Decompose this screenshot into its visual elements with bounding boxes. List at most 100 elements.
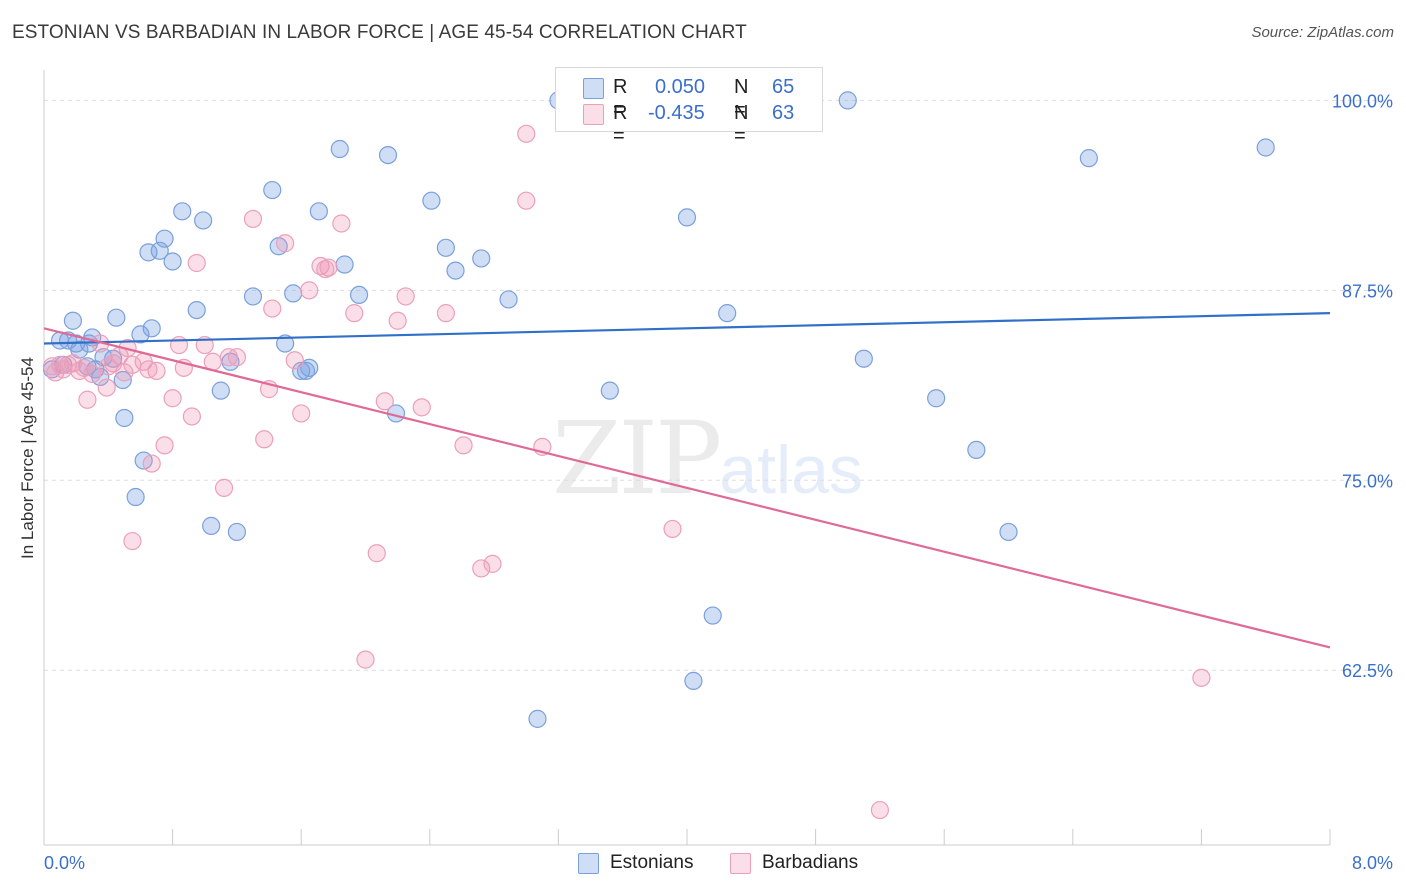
estonian-point [94, 348, 113, 367]
barbadian-point [243, 209, 263, 229]
barbadian-point [139, 360, 158, 379]
barbadian-point [356, 650, 375, 669]
barbadian-point [454, 436, 473, 455]
estonian-point [115, 408, 134, 428]
estonian-point [677, 208, 697, 227]
estonian-point [126, 487, 145, 507]
estonian-point [202, 516, 221, 535]
barbadian-point [163, 389, 182, 408]
estonian-point [155, 229, 174, 248]
barbadian-point [227, 348, 246, 367]
barbadian-point [78, 390, 97, 409]
barbadian-point [263, 299, 282, 318]
barbadian-point [345, 304, 364, 323]
barbadian-point [63, 354, 83, 373]
y-tick-label: 75.0% [1342, 471, 1393, 491]
barbadian-point [155, 436, 174, 455]
estonian-point [296, 361, 316, 380]
trend-lines [43, 312, 1331, 649]
source-label: Source: ZipAtlas.com [1251, 24, 1394, 41]
barbadian-point [517, 124, 536, 143]
x-tick-label: 8.0% [1352, 853, 1393, 873]
watermark-zip: ZIP [552, 400, 722, 517]
series-estonians [42, 91, 1275, 728]
estonian-point [292, 361, 311, 380]
estonian-point [107, 308, 126, 327]
estonian-point [999, 522, 1018, 542]
estonian-point [163, 252, 182, 271]
estonian-point [436, 238, 455, 257]
estonian-point [838, 91, 857, 110]
estonian-point [854, 349, 873, 368]
barbadian-point [472, 559, 491, 578]
tick-labels: 62.5% 75.0% 87.5% 100.0% 0.0% 8.0% In Labor Fo… [18, 91, 1393, 873]
zipatlas-watermark: ZIPatlas [552, 400, 863, 517]
barbadian-point [182, 407, 201, 426]
estonian-point [276, 334, 295, 353]
bottom-legend-label: Barbadians [762, 852, 859, 873]
estonian-point [227, 522, 246, 542]
estonian-point [309, 202, 328, 221]
estonian-point [113, 370, 132, 390]
legend-r-label: R = [613, 76, 628, 121]
estonian-point [600, 381, 619, 400]
axes [43, 70, 1331, 846]
legend-r-label: R = [613, 102, 628, 147]
estonian-point [1079, 149, 1098, 168]
barbadian-trend-line [43, 327, 1331, 649]
estonian-point [187, 300, 206, 320]
grid-lines [44, 99, 1392, 671]
legend-r-value: -0.435 [648, 102, 705, 124]
barbadian-point [388, 311, 407, 330]
barbadian-point [75, 358, 94, 377]
barbadian-point [97, 378, 116, 397]
estonian-point [718, 304, 737, 323]
estonian-point [703, 606, 722, 625]
estonian-point [173, 202, 192, 221]
estonian-point [472, 249, 491, 268]
barbadian-point [214, 478, 234, 497]
barbadian-point [316, 259, 335, 279]
barbadian-point [1192, 668, 1211, 687]
barbadian-point [99, 357, 118, 376]
bottom-legend-swatch-pink [730, 853, 751, 874]
barbadian-point [412, 398, 431, 417]
estonian-trend-line [43, 312, 1331, 345]
y-axis-label: In Labor Force | Age 45-54 [18, 357, 37, 559]
legend-n-label: N = [734, 76, 749, 121]
barbadian-point [123, 531, 142, 551]
estonian-point [243, 287, 263, 306]
estonian-point [284, 284, 303, 303]
estonian-point [1256, 138, 1275, 157]
estonian-point [131, 325, 150, 344]
bottom-legend-swatch-blue [578, 853, 599, 874]
barbadian-point [367, 544, 386, 563]
estonian-point [684, 671, 703, 690]
y-tick-label: 87.5% [1342, 281, 1393, 301]
bottom-legend-label: Estonians [610, 852, 694, 873]
estonian-point [194, 211, 213, 230]
estonian-point [446, 261, 465, 280]
series-barbadians [42, 124, 1211, 820]
barbadian-point [332, 214, 351, 233]
barbadian-point [375, 392, 394, 411]
barbadian-point [276, 234, 295, 253]
estonian-point [139, 243, 158, 262]
barbadian-point [285, 351, 304, 370]
barbadian-point [436, 304, 455, 323]
legend-n-value: 65 [772, 76, 795, 98]
estonian-point [211, 381, 230, 400]
estonian-point [142, 319, 161, 338]
y-tick-label: 100.0% [1332, 91, 1393, 111]
chart-title: ESTONIAN VS BARBADIAN IN LABOR FORCE | A… [12, 22, 747, 43]
y-tick-label: 62.5% [1342, 661, 1393, 681]
barbadian-point [300, 281, 319, 300]
x-tick-label: 0.0% [44, 853, 85, 873]
barbadian-point [187, 253, 206, 273]
barbadian-point [255, 430, 274, 449]
estonian-point [927, 389, 946, 408]
correlation-legend: R = 0.050 N = 65 R = -0.435 N = 63 [555, 67, 823, 147]
estonian-point [263, 180, 282, 200]
watermark-atlas: atlas [719, 432, 863, 508]
